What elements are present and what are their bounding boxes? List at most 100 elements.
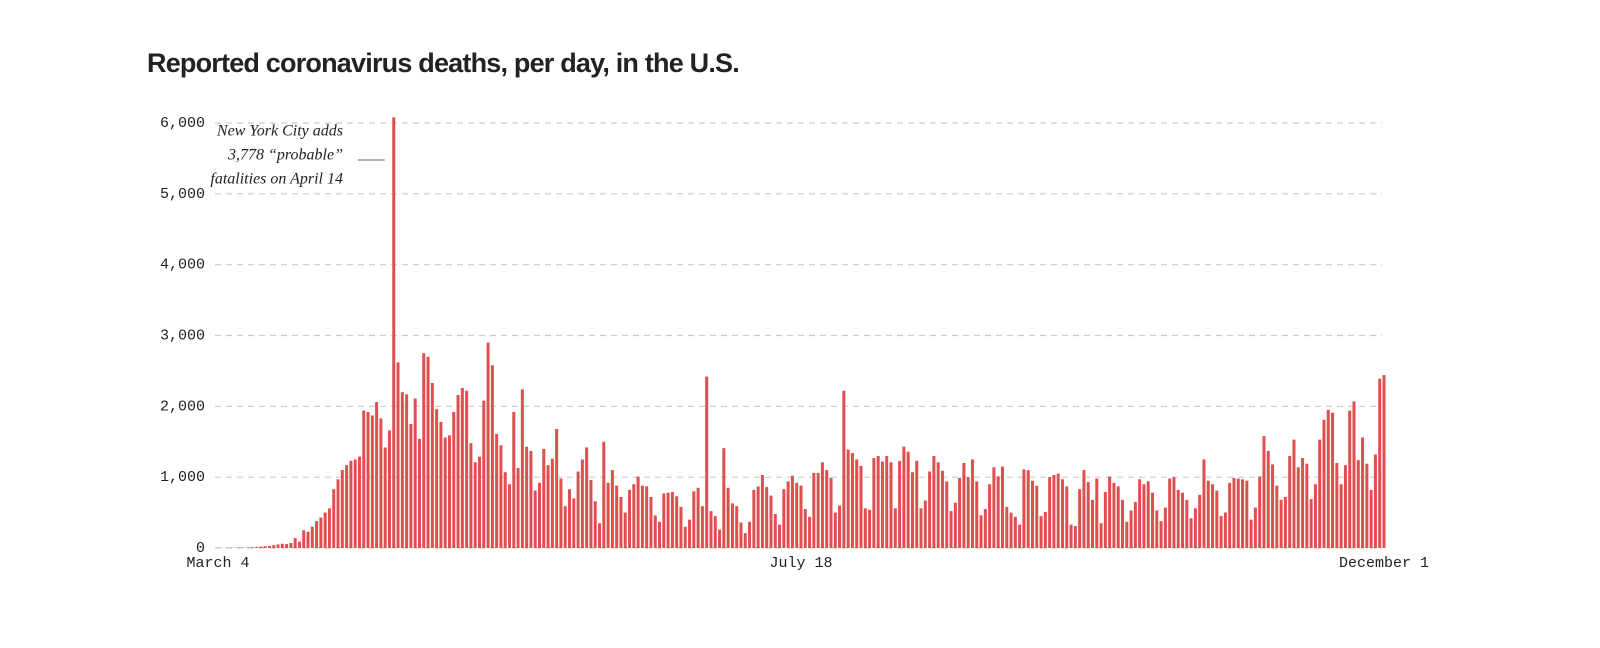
bar: [970, 459, 974, 548]
bar: [559, 478, 563, 548]
bar: [1198, 494, 1202, 548]
bar: [1013, 516, 1017, 548]
bar: [580, 459, 584, 548]
bar: [692, 491, 696, 548]
bar: [495, 433, 499, 548]
bar: [1155, 510, 1159, 548]
bar: [306, 531, 310, 548]
bar: [1301, 458, 1305, 548]
bar: [1138, 479, 1142, 548]
chart-title: Reported coronavirus deaths, per day, in…: [147, 48, 739, 78]
bar: [846, 449, 850, 548]
bar: [1322, 419, 1326, 548]
bar: [520, 389, 524, 548]
bar: [1108, 476, 1112, 548]
bar: [1258, 476, 1262, 548]
bar: [353, 459, 357, 548]
bar: [1245, 480, 1249, 548]
bar: [387, 430, 391, 548]
bar: [996, 476, 1000, 548]
bar: [949, 511, 953, 548]
bar: [409, 424, 413, 548]
bar: [1151, 492, 1155, 548]
bar: [293, 538, 297, 548]
bar: [966, 477, 970, 548]
bar: [649, 497, 653, 548]
bar: [1172, 477, 1176, 548]
bar: [1142, 484, 1146, 548]
bar: [816, 472, 820, 548]
bar: [769, 495, 773, 548]
bar: [413, 398, 417, 548]
bar: [1382, 375, 1386, 548]
bar: [623, 512, 627, 548]
bar: [679, 506, 683, 548]
bar: [752, 489, 756, 548]
bar: [606, 482, 610, 548]
bar: [983, 509, 987, 548]
bar: [430, 382, 434, 548]
bar: [1146, 481, 1150, 548]
bar: [1056, 473, 1060, 548]
bar: [653, 515, 657, 548]
bar: [730, 503, 734, 548]
bar: [628, 489, 632, 548]
y-tick-label: 6,000: [160, 115, 205, 132]
bar: [563, 506, 567, 548]
bar: [790, 475, 794, 548]
bar: [872, 458, 876, 548]
bar: [439, 421, 443, 548]
bar: [1211, 484, 1215, 548]
bar: [460, 387, 464, 548]
bar: [756, 486, 760, 548]
bar: [820, 462, 824, 548]
bar: [1000, 466, 1004, 548]
bar: [829, 477, 833, 548]
bar: [516, 467, 520, 548]
x-tick-label: December 1: [1339, 555, 1429, 572]
bar: [640, 485, 644, 548]
bar: [1095, 478, 1099, 548]
bar: [417, 438, 421, 548]
bar: [315, 521, 319, 548]
bar: [1279, 499, 1283, 548]
bar: [799, 485, 803, 548]
bar: [765, 487, 769, 548]
bar: [297, 541, 301, 548]
bar: [928, 471, 932, 548]
bar: [795, 482, 799, 548]
bar: [473, 462, 477, 548]
bar: [962, 463, 966, 548]
bar: [1091, 499, 1094, 548]
bar: [405, 394, 409, 548]
bar: [340, 470, 344, 548]
y-tick-label: 0: [196, 540, 205, 557]
bar: [1121, 499, 1125, 548]
bar: [456, 395, 460, 548]
bar: [812, 472, 816, 548]
y-tick-label: 4,000: [160, 257, 205, 274]
bar: [555, 429, 559, 548]
bar: [1215, 490, 1219, 548]
bar: [345, 465, 349, 548]
bar: [1219, 516, 1223, 548]
bar: [906, 451, 910, 548]
bar: [1052, 475, 1056, 548]
bar: [778, 524, 782, 548]
bar: [1035, 485, 1039, 548]
bar: [1039, 516, 1043, 548]
bar: [670, 492, 674, 548]
bar: [718, 529, 722, 548]
bar: [1069, 524, 1073, 548]
bar: [709, 511, 713, 548]
bar: [1249, 519, 1253, 548]
bar: [1078, 489, 1082, 548]
bar: [276, 544, 280, 548]
bar: [838, 505, 842, 548]
x-tick-label: July 18: [769, 555, 832, 572]
bar: [1018, 524, 1022, 548]
bar: [700, 506, 704, 548]
bar: [1343, 465, 1347, 548]
bar: [743, 533, 747, 548]
bar: [1129, 510, 1133, 548]
